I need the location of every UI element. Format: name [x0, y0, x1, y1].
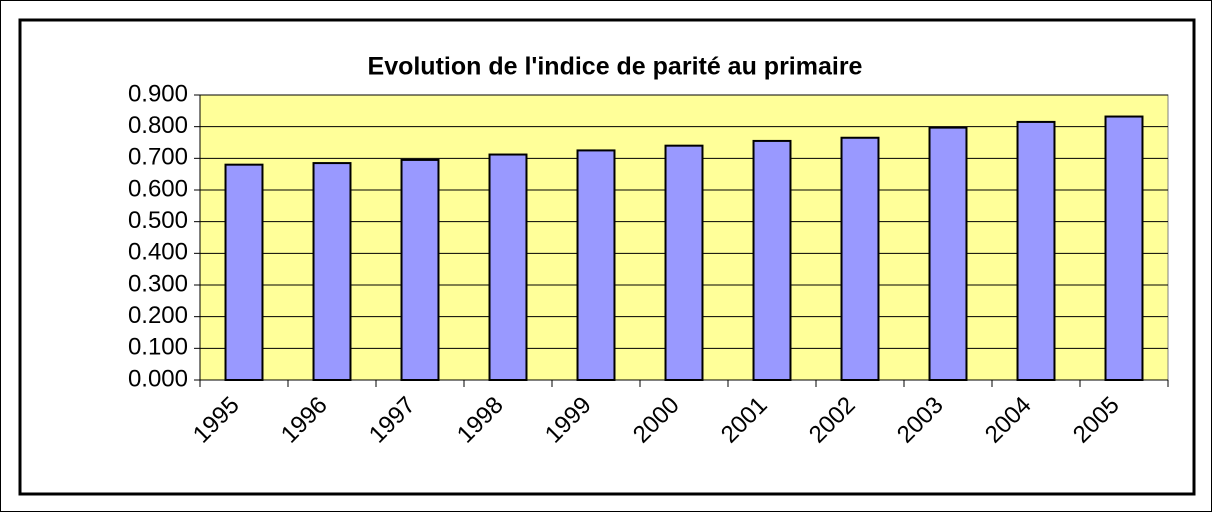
bar: [752, 139, 792, 381]
y-tick-label: 0.900: [128, 80, 188, 107]
y-tick-label: 0.300: [128, 270, 188, 297]
bar: [400, 158, 440, 381]
bar: [1104, 115, 1144, 382]
chart-title: Evolution de l'indice de parité au prima…: [368, 53, 863, 81]
bar: [312, 162, 352, 381]
bar: [224, 163, 264, 381]
y-tick-label: 0.500: [128, 207, 188, 234]
y-tick-label: 0.400: [128, 239, 188, 266]
bar: [576, 149, 616, 381]
y-tick-label: 0.800: [128, 112, 188, 139]
bar: [840, 136, 880, 381]
bar: [488, 153, 528, 381]
y-tick-label: 0.700: [128, 144, 188, 171]
y-tick-label: 0.100: [128, 334, 188, 361]
y-tick-label: 0.200: [128, 302, 188, 329]
bar: [1016, 120, 1056, 382]
y-tick-label: 0.000: [128, 365, 188, 392]
y-tick-label: 0.600: [128, 175, 188, 202]
bar: [928, 126, 968, 381]
bar: [664, 144, 704, 381]
